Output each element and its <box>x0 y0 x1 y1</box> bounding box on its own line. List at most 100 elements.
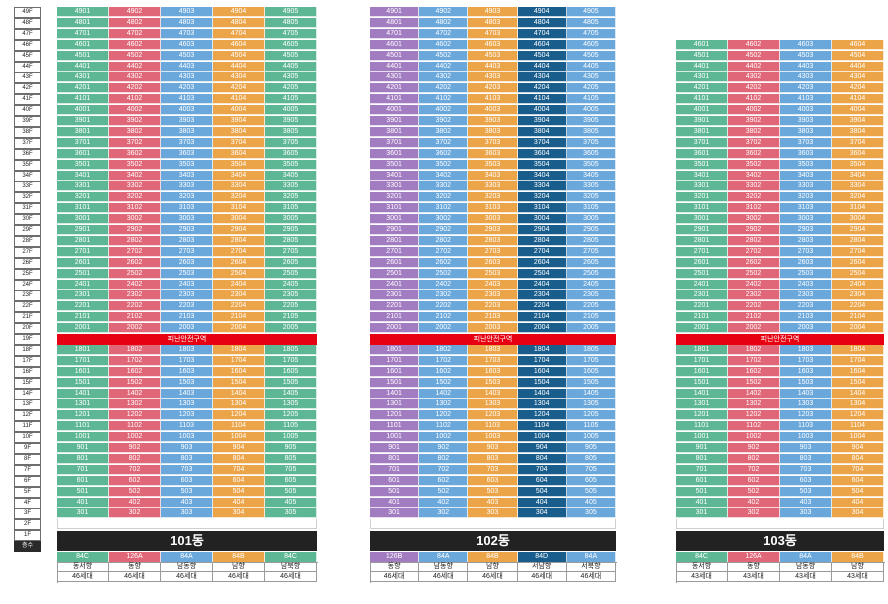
unit-cell[interactable]: 3903 <box>468 116 518 126</box>
unit-cell[interactable]: 2305 <box>265 290 317 301</box>
unit-cell[interactable]: 4502 <box>419 50 469 61</box>
unit-cell[interactable]: 3601 <box>57 148 109 159</box>
unit-cell[interactable]: 904 <box>517 443 567 453</box>
unit-cell[interactable]: 701 <box>57 464 109 475</box>
unit-cell[interactable]: 3305 <box>566 181 616 192</box>
unit-cell[interactable]: 1502 <box>419 377 469 388</box>
unit-cell[interactable]: 4204 <box>517 83 567 94</box>
unit-cell[interactable]: 1805 <box>566 344 616 355</box>
unit-cell[interactable]: 4805 <box>566 17 616 28</box>
unit-cell[interactable]: 1604 <box>213 366 265 377</box>
unit-cell[interactable]: 2402 <box>419 279 469 290</box>
unit-cell[interactable]: 3302 <box>728 181 780 192</box>
unit-cell[interactable]: 903 <box>468 443 518 453</box>
unit-cell[interactable]: 4501 <box>370 50 420 61</box>
unit-cell[interactable]: 702 <box>728 464 780 475</box>
unit-cell[interactable]: 4302 <box>728 72 780 83</box>
unit-cell[interactable]: 3904 <box>517 116 567 126</box>
unit-cell[interactable]: 504 <box>832 486 884 497</box>
unit-cell[interactable]: 3701 <box>370 137 420 148</box>
unit-cell[interactable]: 2704 <box>517 246 567 257</box>
unit-cell[interactable]: 3402 <box>728 170 780 181</box>
unit-cell[interactable]: 504 <box>517 486 567 497</box>
unit-cell[interactable]: 4405 <box>566 61 616 72</box>
unit-cell[interactable]: 4403 <box>780 61 832 72</box>
unit-cell[interactable]: 1602 <box>419 366 469 377</box>
unit-cell[interactable]: 405 <box>265 497 317 508</box>
unit-cell[interactable]: 3202 <box>109 192 161 203</box>
unit-cell[interactable]: 1301 <box>57 399 109 410</box>
unit-cell[interactable]: 801 <box>676 453 728 464</box>
unit-cell[interactable]: 4604 <box>517 39 567 50</box>
unit-cell[interactable]: 3404 <box>213 170 265 181</box>
unit-cell[interactable]: 2002 <box>419 323 469 334</box>
unit-cell[interactable]: 3203 <box>161 192 213 203</box>
unit-cell[interactable]: 2302 <box>419 290 469 301</box>
unit-cell[interactable]: 3602 <box>419 148 469 159</box>
unit-cell[interactable]: 3702 <box>728 137 780 148</box>
unit-cell[interactable]: 2504 <box>213 268 265 279</box>
unit-cell[interactable]: 3405 <box>265 170 317 181</box>
unit-cell[interactable]: 804 <box>832 453 884 464</box>
unit-cell[interactable]: 2403 <box>161 279 213 290</box>
unit-cell[interactable]: 2804 <box>832 235 884 246</box>
unit-cell[interactable]: 604 <box>213 475 265 486</box>
unit-cell[interactable]: 2605 <box>566 257 616 268</box>
unit-cell[interactable]: 3102 <box>728 203 780 214</box>
unit-cell[interactable]: 4903 <box>468 7 518 17</box>
unit-cell[interactable]: 3905 <box>566 116 616 126</box>
unit-cell[interactable]: 2304 <box>213 290 265 301</box>
unit-cell[interactable]: 1701 <box>676 355 728 366</box>
unit-cell[interactable]: 1704 <box>517 355 567 366</box>
unit-cell[interactable]: 3401 <box>370 170 420 181</box>
unit-cell[interactable]: 902 <box>728 443 780 453</box>
unit-cell[interactable]: 3003 <box>468 214 518 225</box>
unit-cell[interactable]: 4004 <box>832 105 884 116</box>
unit-cell[interactable]: 3705 <box>265 137 317 148</box>
unit-cell[interactable]: 4302 <box>419 72 469 83</box>
unit-cell[interactable]: 2401 <box>370 279 420 290</box>
unit-cell[interactable]: 4503 <box>161 50 213 61</box>
unit-cell[interactable]: 2505 <box>566 268 616 279</box>
unit-cell[interactable]: 305 <box>566 508 616 519</box>
unit-cell[interactable]: 4602 <box>419 39 469 50</box>
unit-cell[interactable]: 903 <box>780 443 832 453</box>
unit-cell[interactable]: 4504 <box>517 50 567 61</box>
unit-cell[interactable]: 4601 <box>57 39 109 50</box>
unit-cell[interactable]: 1304 <box>832 399 884 410</box>
unit-cell[interactable]: 1302 <box>109 399 161 410</box>
unit-cell[interactable]: 3205 <box>265 192 317 203</box>
unit-cell[interactable]: 2202 <box>419 301 469 312</box>
unit-cell[interactable]: 4003 <box>780 105 832 116</box>
unit-cell[interactable]: 1404 <box>213 388 265 399</box>
unit-cell[interactable]: 1702 <box>728 355 780 366</box>
unit-cell[interactable]: 3505 <box>265 159 317 170</box>
unit-cell[interactable]: 3302 <box>419 181 469 192</box>
unit-cell[interactable]: 1804 <box>213 344 265 355</box>
unit-cell[interactable]: 3303 <box>161 181 213 192</box>
unit-cell[interactable]: 3002 <box>728 214 780 225</box>
unit-cell[interactable]: 1305 <box>566 399 616 410</box>
unit-cell[interactable]: 2003 <box>161 323 213 334</box>
unit-cell[interactable]: 1605 <box>566 366 616 377</box>
unit-cell[interactable]: 1804 <box>832 344 884 355</box>
unit-cell[interactable]: 3004 <box>213 214 265 225</box>
unit-cell[interactable]: 1001 <box>676 432 728 443</box>
unit-cell[interactable]: 803 <box>161 453 213 464</box>
unit-cell[interactable]: 4605 <box>566 39 616 50</box>
unit-cell[interactable]: 1603 <box>780 366 832 377</box>
unit-cell[interactable]: 802 <box>109 453 161 464</box>
unit-cell[interactable]: 4801 <box>370 17 420 28</box>
unit-cell[interactable]: 4802 <box>109 17 161 28</box>
unit-cell[interactable]: 601 <box>370 475 420 486</box>
unit-cell[interactable]: 4301 <box>370 72 420 83</box>
unit-cell[interactable]: 304 <box>832 508 884 519</box>
unit-cell[interactable]: 3303 <box>468 181 518 192</box>
unit-cell[interactable]: 1801 <box>676 344 728 355</box>
unit-cell[interactable]: 4901 <box>57 7 109 17</box>
unit-cell[interactable]: 3102 <box>109 203 161 214</box>
unit-cell[interactable]: 401 <box>57 497 109 508</box>
unit-cell[interactable]: 4103 <box>780 94 832 105</box>
unit-cell[interactable]: 2401 <box>676 279 728 290</box>
unit-cell[interactable]: 4504 <box>213 50 265 61</box>
